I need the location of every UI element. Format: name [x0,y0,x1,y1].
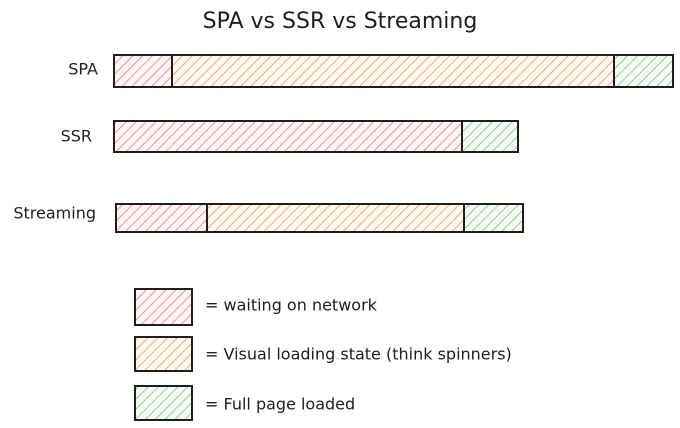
legend-label: = Visual loading state (think spinners) [205,345,512,364]
legend-label: = Full page loaded [205,395,355,414]
row-label: Streaming [13,204,96,223]
title: SPA vs SSR vs Streaming [203,9,478,34]
row-label: SSR [61,127,92,146]
loading-segment [171,54,615,88]
legend-swatch [134,288,193,326]
network-segment [115,203,208,233]
loaded-segment [613,54,674,88]
loaded-segment [463,203,524,233]
loading-segment [206,203,465,233]
network-segment [113,120,463,153]
legend-swatch [134,385,193,421]
loaded-segment [461,120,519,153]
legend-label: = waiting on network [205,296,378,315]
row-label: SPA [68,60,98,79]
legend-swatch [134,336,193,372]
network-segment [113,54,173,88]
